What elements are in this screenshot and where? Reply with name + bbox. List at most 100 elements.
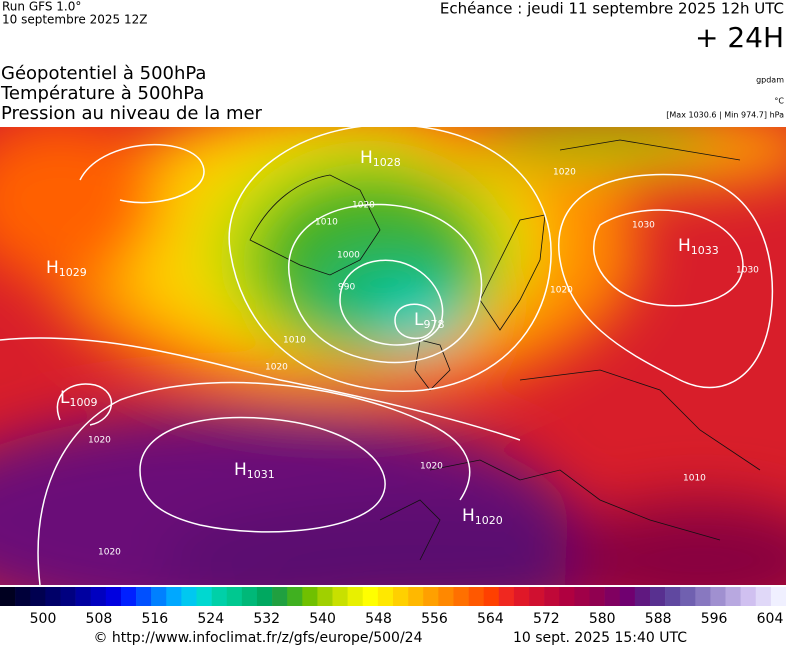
lead-time: + 24H <box>695 21 784 54</box>
colorbar-tick-label: 524 <box>197 611 224 627</box>
color-swatch <box>302 587 318 606</box>
color-swatch <box>272 587 288 606</box>
map <box>0 127 786 585</box>
pressure-center: H1028 <box>360 148 401 169</box>
color-swatch <box>120 587 137 606</box>
title: Pression au niveau de la mer <box>1 103 263 124</box>
color-swatch <box>136 587 152 606</box>
colorbar-tick-label: 548 <box>365 611 392 627</box>
forecast: Echéance : jeudi 11 septembre 2025 12h U… <box>440 0 784 18</box>
isobar-label: 1020 <box>553 168 576 178</box>
colorbar-tick-label: 516 <box>141 611 168 627</box>
center-value: 1020 <box>475 514 503 527</box>
pressure-center: H1033 <box>678 236 719 257</box>
center-type: L <box>60 388 70 408</box>
color-swatch <box>695 587 711 606</box>
center-type: H <box>46 258 59 278</box>
center-type: H <box>678 236 691 256</box>
color-swatch <box>513 587 530 606</box>
color-swatch <box>211 587 228 606</box>
isobar-label: 1010 <box>283 336 306 346</box>
run-date: 10 septembre 2025 12Z <box>2 13 147 27</box>
unit: °C <box>774 97 784 106</box>
colorbar-tick-label: 532 <box>253 611 280 627</box>
color-swatch <box>60 587 76 606</box>
color-swatch <box>755 587 772 606</box>
center-type: L <box>414 310 424 330</box>
isobar-label: 1020 <box>420 462 443 472</box>
color-swatch <box>166 587 182 606</box>
pressure-centers: H1028 H1029 H1033 L1009 H1031 H1020 L978 <box>46 148 719 527</box>
color-swatch <box>498 587 515 606</box>
center-value: 1028 <box>373 156 401 169</box>
color-swatch <box>725 587 741 606</box>
run: Run GFS 1.0° <box>2 0 81 14</box>
color-swatch <box>483 587 500 606</box>
title: Température à 500hPa <box>0 83 204 104</box>
center-type: H <box>360 148 373 168</box>
colorbar: 500 508 516 524 532 540 548 556 564 572 580 588 596 6… <box>0 587 786 627</box>
color-swatch <box>45 587 61 606</box>
center-value: 1009 <box>69 396 97 409</box>
isobar-labels: 1020 1010 1000 990 1010 1020 1030 1020 1… <box>88 168 759 558</box>
color-swatch <box>151 587 167 606</box>
color-swatch <box>0 587 16 606</box>
colorbar-tick-label: 564 <box>477 611 504 627</box>
color-swatch <box>665 587 681 606</box>
color-swatch <box>256 587 273 606</box>
color-swatch <box>105 587 122 606</box>
isobar-label: 1010 <box>315 218 338 228</box>
color-swatch <box>589 587 605 606</box>
colorbar-tick-label: 580 <box>589 611 616 627</box>
pressure-center: L1009 <box>60 388 97 409</box>
colorbar-tick-label: 540 <box>309 611 336 627</box>
isobar-label: 1030 <box>736 266 759 276</box>
color-swatch <box>680 587 696 606</box>
color-swatch <box>619 587 636 606</box>
timestamp: 10 sept. 2025 15:40 UTC <box>513 630 687 646</box>
colorbar-tick-label: 604 <box>757 611 784 627</box>
isobar-label: 1020 <box>352 201 375 211</box>
color-swatch <box>468 587 484 606</box>
colorbar-tick-label: 572 <box>533 611 560 627</box>
pressure-center: H1031 <box>234 460 275 481</box>
isobar-label: 1020 <box>550 286 573 296</box>
isobar-label: 990 <box>338 283 355 293</box>
pressure-center: L978 <box>414 310 444 331</box>
center-type: H <box>234 460 247 480</box>
pressure-center: H1020 <box>462 506 503 527</box>
isobar-label: 1000 <box>337 251 360 261</box>
color-swatch <box>559 587 575 606</box>
isobar-label: 1030 <box>632 221 655 231</box>
color-swatch <box>241 587 258 606</box>
center-value: 1029 <box>59 266 87 279</box>
color-swatch <box>377 587 394 606</box>
color-swatch <box>740 587 757 606</box>
color-swatch <box>393 587 409 606</box>
color-swatch <box>423 587 439 606</box>
color-swatch <box>649 587 666 606</box>
color-swatch <box>438 587 454 606</box>
center-type: H <box>462 506 475 526</box>
color-swatch <box>544 587 560 606</box>
isobar-label: 1020 <box>88 436 111 446</box>
colorbar-tick-label: 596 <box>701 611 728 627</box>
color-swatch <box>529 587 545 606</box>
center-value: 1031 <box>247 468 275 481</box>
colorbar-tick-label: 556 <box>421 611 448 627</box>
color-swatch <box>710 587 726 606</box>
color-swatch <box>226 587 243 606</box>
color-swatch <box>604 587 621 606</box>
color-swatch <box>574 587 590 606</box>
title: Géopotentiel à 500hPa <box>1 63 206 84</box>
center-value: 978 <box>423 318 444 331</box>
isobar-label: 1020 <box>98 548 121 558</box>
color-swatch <box>15 587 31 606</box>
colorbar-tick-label: 588 <box>645 611 672 627</box>
center-value: 1033 <box>691 244 719 257</box>
color-swatch <box>196 587 212 606</box>
color-swatch <box>347 587 364 606</box>
color-swatch <box>362 587 379 606</box>
isobar-label: 1010 <box>683 474 706 484</box>
